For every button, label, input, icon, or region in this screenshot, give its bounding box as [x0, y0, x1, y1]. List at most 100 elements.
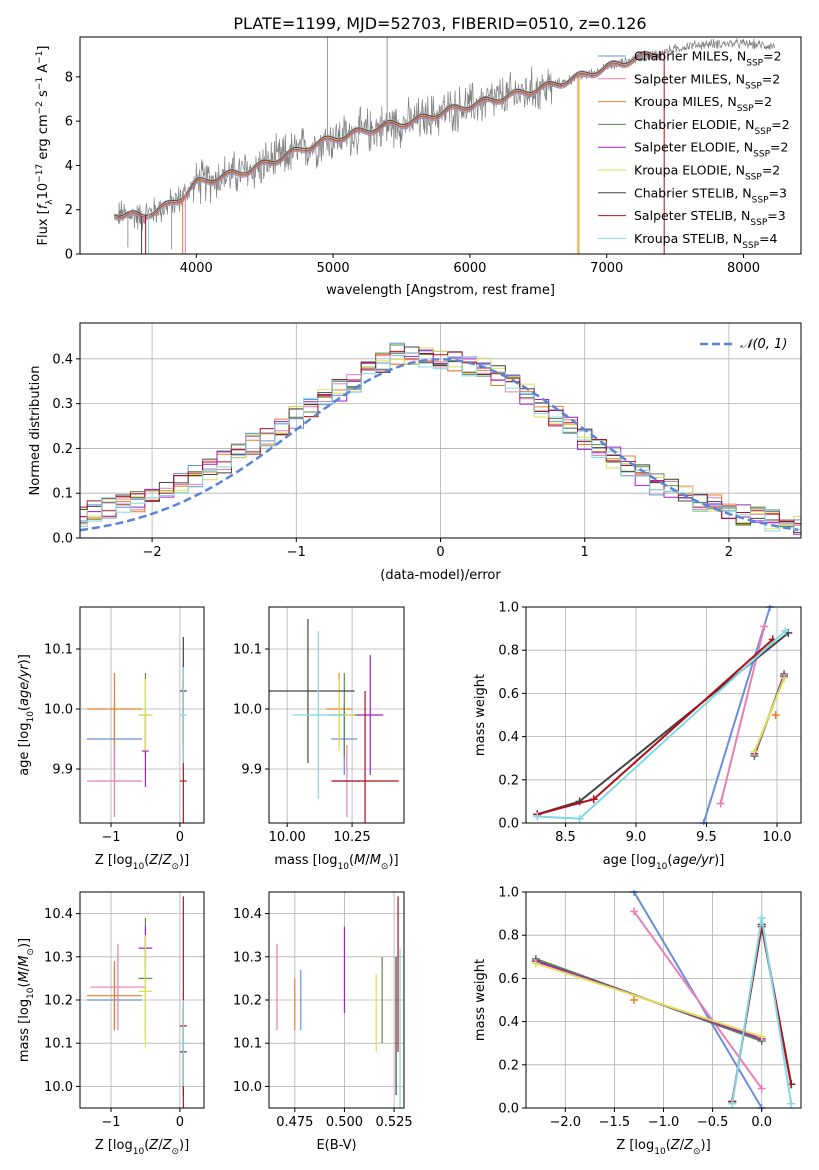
weight-line-chabrier-miles — [702, 606, 771, 824]
x-axis-label: age [log10(age/yr)] — [603, 853, 725, 872]
y-tick-label: 10.1 — [233, 1037, 262, 1052]
x-axis-label: Z [log10(Z/Z⊙)] — [95, 853, 189, 872]
x-tick-label: 0.475 — [276, 1115, 313, 1130]
legend-label-kroupa-elodie: Kroupa ELODIE, NSSP=2 — [634, 163, 780, 183]
y-tick-label: 0 — [65, 248, 73, 263]
x-axis-label: wavelength [Angstrom, rest frame] — [326, 283, 555, 298]
axes-frame — [268, 606, 405, 824]
axes-frame — [79, 36, 802, 255]
y-tick-label: 10.3 — [44, 950, 73, 965]
legend-label-kroupa-miles: Kroupa MILES, NSSP=2 — [634, 94, 772, 114]
histogram-steps-kroupa-elodie — [80, 347, 801, 530]
weight-line-kroupa-elodie — [535, 962, 763, 1038]
model-fit-salpeter-stelib — [114, 51, 662, 217]
spectrum-data-line — [114, 38, 776, 231]
x-axis-label: (data-model)/error — [380, 568, 501, 583]
mass-vs-Z-panel: −1 0 10.0 10.1 10.2 10.3 10.4 Z [log10(Z/Z⊙)] ma… — [17, 891, 205, 1157]
x-tick-label: 10.25 — [333, 830, 370, 845]
y-tick-label: 0.4 — [52, 352, 73, 367]
y-tick-label: 10.4 — [233, 907, 262, 922]
mass-weight-vs-Z-panel: −2.0 −1.5 −1.0 −0.5 0.0 0.0 0.2 0.4 0.6 0.8 1.0 Z [… — [473, 886, 802, 1157]
weight-line-salpeter-stelib — [537, 638, 774, 816]
y-tick-label: 10.2 — [233, 994, 262, 1009]
model-fit-kroupa-elodie — [114, 52, 662, 218]
x-tick-label: −1 — [101, 1115, 120, 1130]
weight-line-kroupa-elodie — [753, 677, 786, 753]
y-tick-label: 10.1 — [233, 643, 262, 658]
y-tick-label: 0.8 — [498, 929, 519, 944]
x-tick-label: −1 — [101, 830, 120, 845]
x-tick-label: −0.5 — [697, 1115, 729, 1130]
x-axis-label: Z [log10(Z/Z⊙)] — [95, 1138, 189, 1157]
gaussian-curve — [80, 358, 799, 532]
histogram-steps-salpeter-miles — [80, 355, 801, 527]
model-fit-chabrier-stelib — [114, 51, 662, 217]
x-tick-label: 0 — [176, 830, 184, 845]
x-tick-label: −2.0 — [549, 1115, 581, 1130]
y-tick-label: 10.2 — [44, 994, 73, 1009]
age-vs-mass-panel: 10.00 10.25 9.9 10.0 10.1 mass [log10(M/M⊙)] — [233, 606, 405, 872]
y-tick-label: 10.3 — [233, 950, 262, 965]
y-tick-label: 2 — [65, 203, 73, 218]
y-tick-label: 0.6 — [498, 687, 519, 702]
x-tick-label: −1.0 — [648, 1115, 680, 1130]
model-fit-chabrier-miles — [114, 55, 662, 221]
y-axis-label: mass weight — [473, 674, 488, 756]
y-tick-label: 10.0 — [233, 703, 262, 718]
y-tick-label: 0.2 — [52, 442, 73, 457]
spectrum-plot-area — [114, 37, 776, 254]
y-tick-label: 0.3 — [52, 397, 73, 412]
x-tick-label: 0.525 — [375, 1115, 412, 1130]
x-tick-label: 9.0 — [626, 830, 647, 845]
y-tick-label: 4 — [65, 159, 73, 174]
model-fit-salpeter-elodie — [114, 53, 662, 219]
legend-label-chabrier-stelib: Chabrier STELIB, NSSP=3 — [634, 185, 787, 205]
y-tick-label: 10.0 — [44, 703, 73, 718]
legend-label-salpeter-stelib: Salpeter STELIB, NSSP=3 — [634, 208, 786, 228]
mass-weight-vs-age-plot-area — [533, 605, 793, 825]
x-tick-label: 4000 — [180, 261, 213, 276]
mass-weight-vs-Z-plot-area — [531, 890, 796, 1110]
x-tick-label: 1 — [581, 545, 589, 560]
y-tick-label: 10.0 — [44, 1080, 73, 1095]
axes-frame — [79, 606, 205, 824]
weight-line-salpeter-miles — [633, 910, 763, 1090]
y-axis-label: Normed distribution — [28, 366, 43, 496]
legend-label-salpeter-miles: Salpeter MILES, NSSP=2 — [634, 71, 780, 91]
y-tick-label: 0.2 — [498, 1058, 519, 1073]
y-tick-label: 0.8 — [498, 644, 519, 659]
y-tick-label: 0.0 — [498, 817, 519, 832]
histogram-steps-kroupa-stelib — [80, 352, 801, 532]
histogram-panel: −2 −1 0 1 2 0.0 0.1 0.2 0.3 0.4 (data-model)/error… — [28, 322, 802, 583]
y-axis-label: mass [log10(M/M⊙)] — [17, 938, 36, 1062]
x-tick-label: 0.0 — [751, 1115, 772, 1130]
x-tick-label: −1 — [287, 545, 306, 560]
y-tick-label: 0.0 — [498, 1102, 519, 1117]
y-tick-label: 9.9 — [241, 763, 262, 778]
x-tick-label: 0.500 — [326, 1115, 363, 1130]
weight-line-kroupa-stelib — [537, 630, 787, 820]
legend-label-chabrier-elodie: Chabrier ELODIE, NSSP=2 — [634, 117, 790, 137]
legend-label-kroupa-stelib: Kroupa STELIB, NSSP=4 — [634, 231, 778, 251]
y-tick-label: 10.1 — [44, 643, 73, 658]
model-fit-kroupa-miles — [114, 54, 662, 220]
x-axis-label: E(B-V) — [316, 1138, 356, 1153]
age-vs-mass-plot-area — [269, 619, 399, 823]
model-fit-chabrier-elodie — [114, 53, 662, 219]
x-tick-label: 5000 — [317, 261, 350, 276]
mass-weight-vs-age-panel: 8.5 9.0 9.5 10.0 0.0 0.2 0.4 0.6 0.8 1.0 age [log1… — [473, 601, 802, 872]
x-tick-label: 2 — [725, 545, 733, 560]
y-axis-label: mass weight — [473, 959, 488, 1041]
y-axis-label: age [log10(age/yr)] — [17, 654, 36, 776]
figure-title: PLATE=1199, MJD=52703, FIBERID=0510, z=0… — [233, 14, 646, 33]
histogram-steps-chabrier-elodie — [80, 344, 801, 528]
mass-vs-Z-plot-area — [86, 896, 187, 1108]
x-tick-label: 8.5 — [555, 830, 576, 845]
legend-label-gaussian: 𝒩(0, 1) — [740, 337, 787, 352]
y-tick-label: 8 — [65, 70, 73, 85]
y-tick-label: 6 — [65, 115, 73, 130]
legend-label-salpeter-elodie: Salpeter ELODIE, NSSP=2 — [634, 140, 788, 160]
y-tick-label: 9.9 — [52, 763, 73, 778]
axes-frame — [525, 606, 802, 824]
